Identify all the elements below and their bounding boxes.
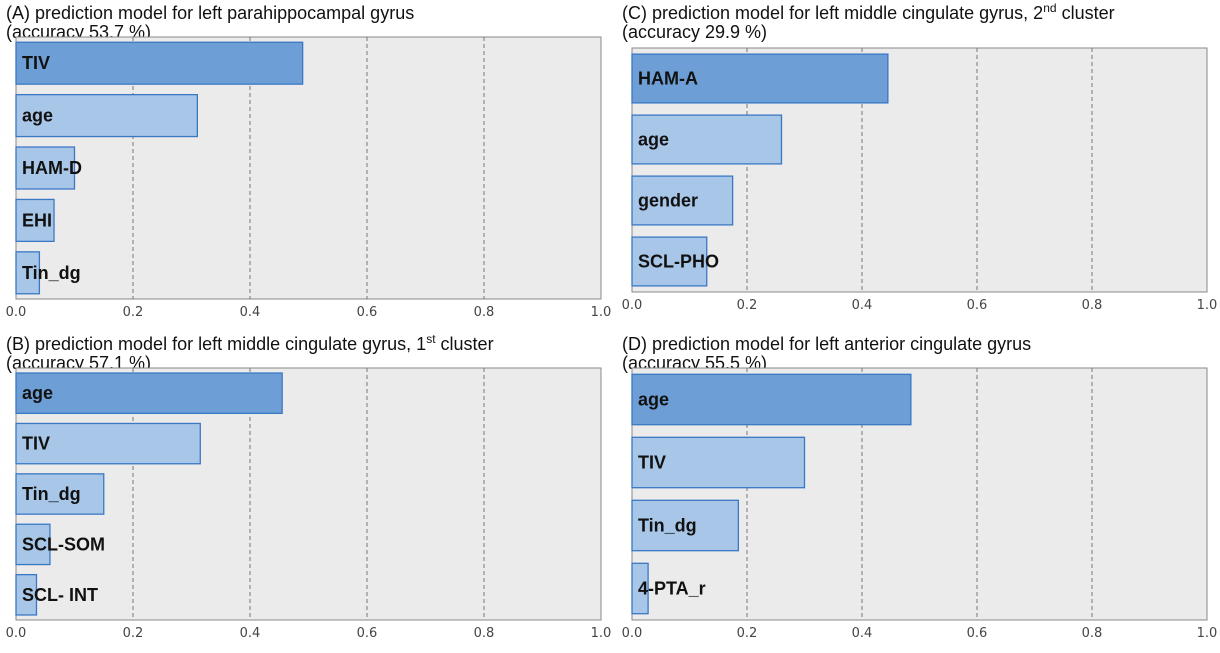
bar-a-3 (15, 198, 55, 243)
tick-label-d-3: 0.6 (967, 626, 988, 641)
tick-label-d-0: 0.0 (622, 626, 643, 641)
bar-label-d-0: age (638, 390, 669, 410)
chart-title-a-main: (A) prediction model for left parahippoc… (6, 3, 415, 23)
bar-label-a-1: age (22, 106, 53, 126)
bar-d-2 (631, 499, 740, 552)
chart-panel-a: (A) prediction model for left parahippoc… (6, 3, 612, 326)
tick-label-d-4: 0.8 (1082, 626, 1103, 641)
bar-chart-a: TIV age HAM-D EHI Tin_dg 0.0 0.2 0.4 0.6 0.8 1.0 (6, 36, 611, 320)
tick-label-a-2: 0.4 (240, 305, 261, 320)
chart-title-c-main: (C) prediction model for left middle cin… (622, 3, 1044, 23)
chart-panel-d: (D) prediction model for left anterior c… (622, 334, 1218, 652)
chart-subtitle-c: (accuracy 29.9 %) (622, 22, 768, 42)
chart-title-b: (B) prediction model for left middle cin… (6, 332, 494, 373)
bar-c-3 (631, 236, 708, 287)
bar-label-b-4: SCL- INT (22, 585, 98, 605)
bar-label-b-0: age (22, 383, 53, 403)
chart-title-c: (C) prediction model for left middle cin… (622, 1, 1115, 42)
bar-b-3 (15, 523, 51, 566)
tick-label-c-4: 0.8 (1082, 298, 1103, 313)
tick-label-b-2: 0.4 (240, 626, 261, 641)
tick-label-c-3: 0.6 (967, 298, 988, 313)
tick-label-b-5: 1.0 (591, 626, 612, 641)
bar-label-a-0: TIV (22, 53, 50, 73)
tick-label-b-3: 0.6 (357, 626, 378, 641)
bar-a-4 (15, 251, 41, 295)
tick-label-c-2: 0.4 (852, 298, 873, 313)
bar-c-0 (631, 53, 889, 104)
bar-label-c-1: age (638, 130, 669, 150)
chart-panel-b: (B) prediction model for left middle cin… (6, 332, 612, 652)
bar-b-1 (15, 422, 201, 465)
bar-b-4 (15, 573, 38, 616)
chart-title-b-suffix: cluster (435, 334, 494, 354)
chart-title-c-suffix: cluster (1056, 3, 1115, 23)
bar-d-3 (631, 562, 649, 615)
chart-title-b-sup: st (426, 332, 436, 346)
tick-label-b-1: 0.2 (123, 626, 144, 641)
bar-chart-d: age TIV Tin_dg 4-PTA_r 0.0 0.2 0.4 0.6 0.8 1.0 (622, 367, 1218, 641)
bar-a-2 (15, 146, 76, 190)
bar-label-b-1: TIV (22, 434, 50, 454)
chart-panel-c: (C) prediction model for left middle cin… (622, 1, 1218, 326)
bar-label-d-1: TIV (638, 453, 666, 473)
chart-title-d-main: (D) prediction model for left anterior c… (622, 334, 1032, 354)
chart-title-b-main: (B) prediction model for left middle cin… (6, 334, 427, 354)
bar-label-a-2: HAM-D (22, 158, 82, 178)
bar-c-1 (631, 114, 783, 165)
bar-label-c-2: gender (638, 191, 698, 211)
chart-title-c-sup: nd (1043, 1, 1057, 15)
bar-b-2 (15, 473, 105, 515)
tick-label-a-0: 0.0 (6, 305, 27, 320)
bar-d-0 (631, 373, 912, 426)
tick-label-c-1: 0.2 (737, 298, 758, 313)
tick-label-a-1: 0.2 (123, 305, 144, 320)
bar-label-b-2: Tin_dg (22, 484, 81, 504)
tick-label-d-2: 0.4 (852, 626, 873, 641)
bar-a-1 (15, 93, 199, 138)
bar-label-d-3: 4-PTA_r (638, 579, 706, 599)
tick-label-d-1: 0.2 (737, 626, 758, 641)
bar-chart-b: age TIV Tin_dg SCL-SOM SCL- INT 0.0 0.2 0.4 0.6 0… (6, 367, 611, 641)
tick-label-d-5: 1.0 (1197, 626, 1218, 641)
bar-label-c-3: SCL-PHO (638, 252, 719, 272)
bar-label-a-3: EHI (22, 210, 52, 230)
tick-label-b-4: 0.8 (474, 626, 495, 641)
bar-d-1 (631, 436, 806, 489)
bar-chart-c: HAM-A age gender SCL-PHO 0.0 0.2 0.4 0.6 0.8 1.0 (622, 47, 1218, 313)
bar-label-d-2: Tin_dg (638, 516, 697, 536)
bar-label-b-3: SCL-SOM (22, 534, 105, 554)
bar-a-0 (15, 41, 304, 85)
tick-label-a-5: 1.0 (591, 305, 612, 320)
tick-label-a-4: 0.8 (474, 305, 495, 320)
bar-label-a-4: Tin_dg (22, 263, 81, 283)
tick-label-a-3: 0.6 (357, 305, 378, 320)
tick-label-c-0: 0.0 (622, 298, 643, 313)
bar-c-2 (631, 175, 734, 226)
bar-label-c-0: HAM-A (638, 69, 698, 89)
tick-label-c-5: 1.0 (1197, 298, 1218, 313)
tick-label-b-0: 0.0 (6, 626, 27, 641)
bar-b-0 (15, 372, 283, 415)
